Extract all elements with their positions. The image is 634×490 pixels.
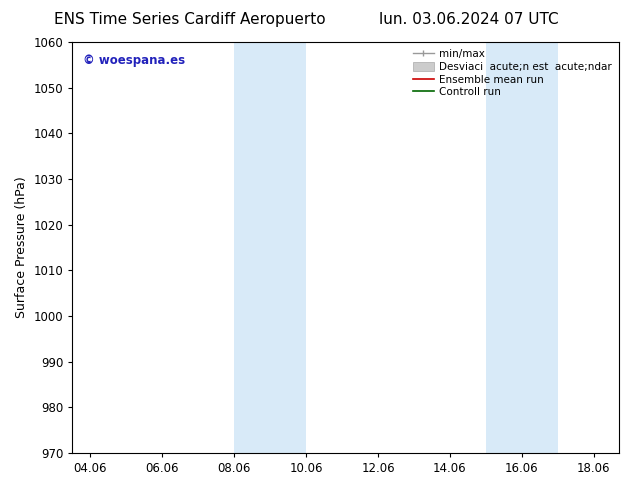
Bar (486, 42, 558, 453)
Y-axis label: Surface Pressure (hPa): Surface Pressure (hPa) (15, 176, 28, 318)
Bar (234, 42, 306, 453)
Legend: min/max, Desviaci  acute;n est  acute;ndar, Ensemble mean run, Controll run: min/max, Desviaci acute;n est acute;ndar… (411, 47, 614, 99)
Text: © woespana.es: © woespana.es (83, 54, 185, 68)
Text: ENS Time Series Cardiff Aeropuerto: ENS Time Series Cardiff Aeropuerto (55, 12, 326, 27)
Text: lun. 03.06.2024 07 UTC: lun. 03.06.2024 07 UTC (379, 12, 559, 27)
